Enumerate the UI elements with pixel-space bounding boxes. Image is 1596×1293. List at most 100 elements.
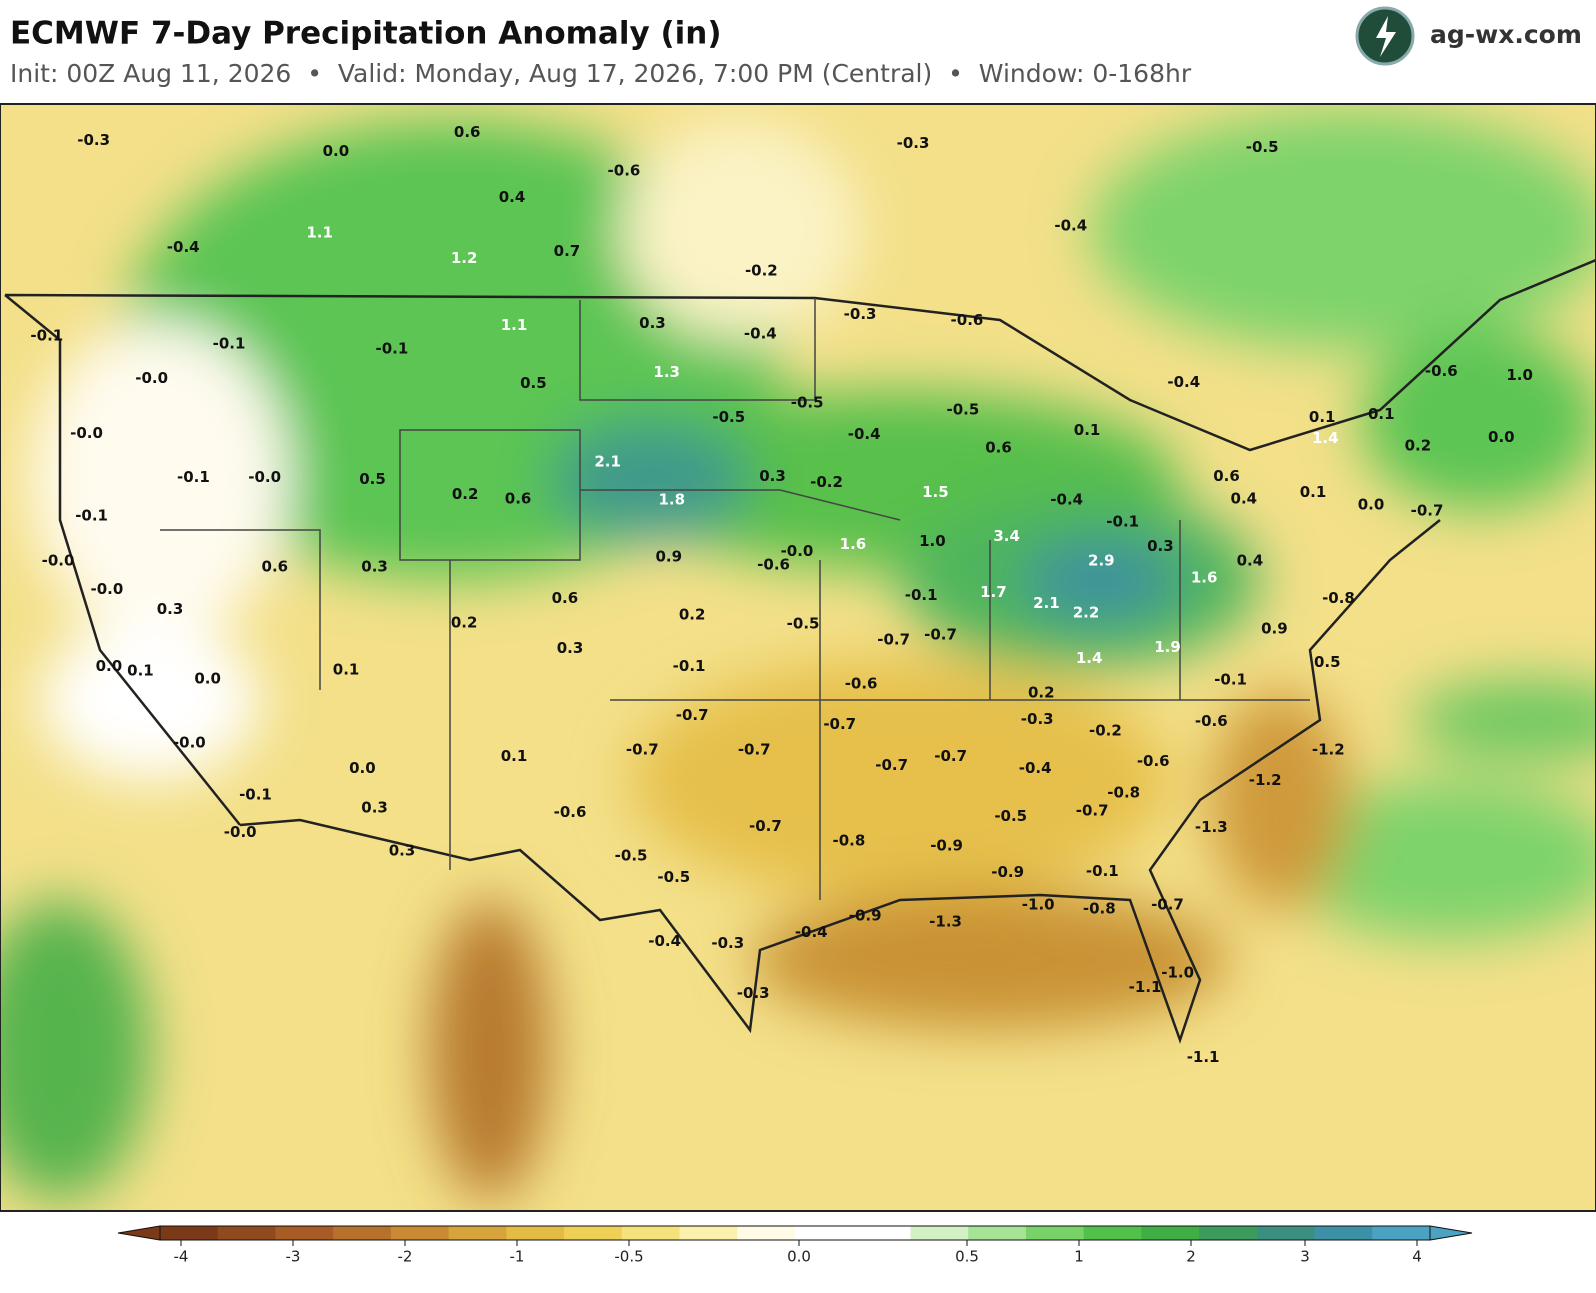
anomaly-label: 0.4 [1237,551,1264,569]
anomaly-label: -0.0 [224,823,257,841]
anomaly-label: 1.4 [1312,429,1339,447]
anomaly-label: -0.4 [648,932,681,950]
title: ECMWF 7-Day Precipitation Anomaly (in) [10,16,722,52]
anomaly-label: 0.1 [1300,483,1327,501]
anomaly-label: -0.1 [239,785,272,803]
colorbar-tick-label: -2 [398,1248,413,1266]
map [0,104,1596,1211]
anomaly-label: -0.0 [173,734,206,752]
anomaly-label: 0.7 [554,242,581,260]
colorbar-arrow-low [117,1225,161,1241]
anomaly-label: 0.1 [333,660,360,678]
colorbar-tick-label: -0.5 [614,1248,643,1266]
colorbar-tick-label: 0.5 [955,1248,979,1266]
colorbar-segment [506,1226,565,1240]
anomaly-label: 0.9 [655,547,682,565]
anomaly-label: 0.4 [1231,489,1258,507]
anomaly-label: -0.4 [1019,759,1052,777]
anomaly-label: 0.0 [1488,428,1515,446]
anomaly-label: -0.7 [875,756,908,774]
anomaly-label: -0.4 [167,238,200,256]
anomaly-label: 0.3 [639,314,666,332]
anomaly-label: 0.6 [1213,467,1240,485]
colorbar-segment [217,1226,276,1240]
anomaly-label: -1.3 [929,913,962,931]
anomaly-label: 0.6 [985,438,1012,456]
anomaly-label: 0.1 [1074,421,1101,439]
anomaly-label: 1.1 [501,316,528,334]
anomaly-label: 1.2 [451,249,478,267]
colorbar-segment [910,1226,969,1240]
anomaly-label: 0.3 [557,639,584,657]
colorbar-segment [968,1226,1027,1240]
colorbar-segment [852,1226,911,1240]
anomaly-label: 0.1 [1368,405,1395,423]
anomaly-label: -0.6 [1137,752,1170,770]
anomaly-label: 0.2 [451,613,478,631]
anomaly-label: 1.8 [658,490,685,508]
anomaly-label: -0.1 [177,468,210,486]
anomaly-label: 1.0 [1506,366,1533,384]
anomaly-label: 0.6 [262,557,289,575]
anomaly-label: -0.5 [946,401,979,419]
anomaly-label: 1.3 [653,363,680,381]
anomaly-label: 0.2 [679,605,706,623]
colorbar-segment [275,1226,334,1240]
colorbar-segment [564,1226,623,1240]
colorbar-segment [160,1226,219,1240]
anomaly-label: 0.0 [96,657,123,675]
colorbar-tick-label: 1 [1074,1248,1084,1266]
colorbar-segment [1314,1226,1373,1240]
anomaly-label: -0.7 [626,741,659,759]
anomaly-label: -0.2 [810,473,843,491]
anomaly-label: 0.3 [157,600,184,618]
anomaly-label: -0.7 [1151,895,1184,913]
anomaly-label: 0.2 [452,485,479,503]
brand: ag-wx.com [1430,20,1582,49]
anomaly-label: -0.0 [90,580,123,598]
colorbar-tick-label: -1 [510,1248,525,1266]
anomaly-label: -0.5 [787,614,820,632]
colorbar: -4 -3 -2 -1 -0.5 0.0 0.5 1 2 3 4 [117,1225,1473,1266]
anomaly-label: -0.6 [1195,712,1228,730]
colorbar-segment [679,1226,738,1240]
anomaly-label: -0.1 [1086,862,1119,880]
anomaly-label: -0.4 [1167,373,1200,391]
anomaly-label: 0.2 [1028,684,1055,702]
anomaly-label: -0.5 [712,408,745,426]
anomaly-label: 1.0 [919,532,946,550]
subtitle: Init: 00Z Aug 11, 2026 • Valid: Monday, … [10,59,1192,88]
anomaly-label: -0.2 [745,261,778,279]
anomaly-label: -0.8 [1107,783,1140,801]
anomaly-label: 0.6 [454,123,481,141]
anomaly-label: -0.6 [554,803,587,821]
colorbar-segment [1025,1226,1085,1240]
anomaly-label: -0.4 [1054,216,1087,234]
anomaly-label: -1.2 [1249,771,1282,789]
anomaly-label: 0.1 [127,661,154,679]
colorbar-segment [1199,1226,1258,1240]
anomaly-label: -0.8 [1083,899,1116,917]
colorbar-tick-label: -4 [174,1248,189,1266]
anomaly-label: -0.7 [934,747,967,765]
colorbar-segment [390,1226,450,1240]
anomaly-label: -0.4 [1050,490,1083,508]
anomaly-label: 0.5 [520,374,547,392]
anomaly-label: 0.6 [552,589,579,607]
anomaly-label: 1.7 [980,583,1007,601]
anomaly-label: -0.3 [77,131,110,149]
anomaly-label: -1.1 [1187,1048,1220,1066]
anomaly-label: -0.7 [1411,501,1444,519]
anomaly-label: -0.1 [905,586,938,604]
colorbar-segment [1083,1226,1142,1240]
anomaly-label: -0.1 [375,340,408,358]
anomaly-label: -0.7 [924,626,957,644]
colorbar-frame [159,1225,1431,1241]
colorbar-segment [1372,1226,1431,1240]
anomaly-label: -0.9 [849,907,882,925]
anomaly-label: -0.0 [248,468,281,486]
anomaly-label: -0.5 [657,868,690,886]
anomaly-label: 2.9 [1088,551,1115,569]
colorbar-tick-label: 4 [1412,1248,1422,1266]
